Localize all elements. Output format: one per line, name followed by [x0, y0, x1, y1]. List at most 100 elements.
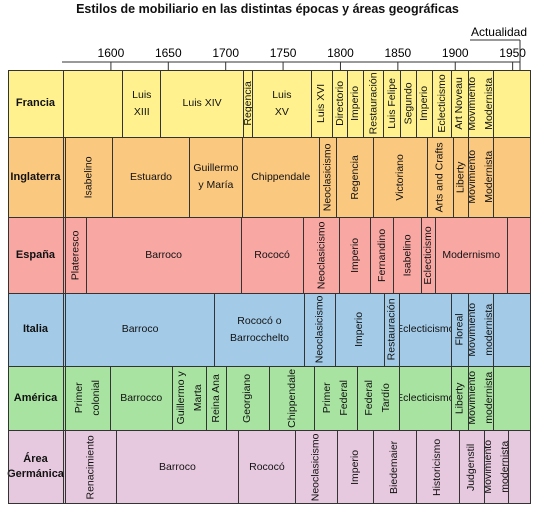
present-label: Actualidad	[471, 25, 527, 39]
style-period: Rococó o Barrocchelto	[214, 293, 304, 366]
style-period-label: Neoclasicismo	[313, 295, 326, 364]
style-period-label: Restauración	[385, 298, 398, 361]
style-period: Fernandino	[370, 217, 393, 293]
style-period: Luis XIV	[160, 70, 243, 137]
style-period-label: Modernismo	[442, 248, 501, 261]
style-period-label: Biedemaier	[388, 440, 401, 494]
style-period: Barroco	[85, 217, 241, 293]
style-period: Luis XIII	[122, 70, 160, 137]
style-period-label: Primer colonial	[73, 380, 102, 416]
style-period: Eclecticismo	[399, 366, 451, 430]
style-period: Luis XVI	[310, 70, 333, 137]
style-period-label: Movimiento modernista	[467, 302, 494, 357]
style-period: Renacimiento	[65, 430, 116, 504]
style-period-label: Luis XVI	[315, 83, 328, 124]
style-period: Barroco	[65, 293, 214, 366]
style-period: Guillermo y María	[188, 137, 242, 217]
style-period	[508, 430, 531, 504]
style-period: Chippendale	[241, 137, 319, 217]
style-period-label: Victoriano	[393, 153, 406, 201]
style-period-label: Guillermo y María	[193, 162, 239, 191]
style-period-label: Chippendale	[251, 170, 311, 183]
style-period: Segundo	[400, 70, 416, 137]
style-period: Arts and Crafts	[426, 137, 453, 217]
style-period: Judgenstil	[458, 430, 484, 504]
style-period: Liberty	[450, 366, 468, 430]
style-period: Imperio	[347, 70, 363, 137]
row-divider	[8, 137, 531, 138]
timeline-axis: 1600 1650 1700 1750 1800 1850 1900 1950 Actualid…	[62, 25, 527, 70]
style-period: Floreal	[450, 293, 468, 366]
style-period-label: Barroco	[145, 248, 182, 261]
style-period-label: Rococó o Barrocchelto	[229, 314, 289, 344]
style-period-label: Barroco	[159, 460, 196, 473]
style-period-label: Primer Federal	[320, 380, 350, 416]
style-period-label: Regencia	[242, 81, 253, 126]
style-period-label: Eclecticismo	[435, 74, 448, 133]
style-period: Luis XV	[252, 70, 311, 137]
style-period	[493, 366, 531, 430]
style-row: Italia Barroco Rococó o Barrocchelto Neoclas…	[8, 293, 531, 366]
style-period: Luis Felipe	[382, 70, 400, 137]
style-period-label: Luis XV	[272, 88, 292, 118]
style-period: Restauración	[384, 293, 399, 366]
style-period: Modernismo	[434, 217, 507, 293]
axis-tick-label: 1700	[212, 46, 239, 60]
style-period: Isabelino	[393, 217, 421, 293]
style-period-label: Imperio	[353, 311, 366, 347]
style-period	[493, 70, 531, 137]
style-period: Imperio	[339, 217, 370, 293]
style-row: Francia Luis XIII Luis XIV Regencia Luis XV Lui…	[8, 70, 531, 137]
style-period-label: Eclecticismo	[421, 225, 434, 285]
style-period: Victoriano	[372, 137, 427, 217]
style-period: Eclecticismo	[399, 293, 451, 366]
style-period: Isabelino	[65, 137, 112, 217]
style-row: Inglaterra Isabelino Estuardo Guillermo y Ma…	[8, 137, 531, 217]
style-period: Biedemaier	[372, 430, 417, 504]
axis-tick-label: 1850	[385, 46, 412, 60]
style-period-label: Luis XIV	[182, 97, 222, 110]
style-period: Barrocco	[109, 366, 172, 430]
style-period: Imperio	[337, 430, 373, 504]
row-divider	[8, 430, 531, 431]
row-label: Área Germánica	[7, 430, 64, 504]
style-period-label: Rococó	[254, 248, 290, 261]
style-period-label: Eclecticismo	[399, 323, 451, 336]
row-divider	[8, 217, 531, 218]
style-period-label: Movimiento Modernista	[467, 76, 494, 131]
style-period: Chippendale	[269, 366, 314, 430]
style-period-label: Imperio	[348, 237, 361, 273]
style-period-label: Movimiento Modernista	[467, 150, 494, 204]
style-period: Barroco	[115, 430, 239, 504]
row-label: Inglaterra	[8, 137, 64, 217]
style-period-label: Isabelino	[82, 155, 95, 199]
style-period: Directorio	[332, 70, 347, 137]
style-period	[493, 293, 531, 366]
style-period-label: Imperio	[418, 85, 431, 121]
style-period-label: Historicismo	[431, 438, 444, 496]
style-period: Movimiento modernista	[467, 366, 493, 430]
style-period-label: Neoclasicismo	[321, 143, 334, 211]
style-period: Primer Federal	[314, 366, 356, 430]
style-period-label: Art Noveau	[453, 77, 466, 130]
style-period: Guillermo y Marta	[171, 366, 206, 430]
style-period: Georgiano	[225, 366, 270, 430]
style-period: Federal Tardío	[356, 366, 399, 430]
style-period-label: Rococó	[249, 460, 285, 473]
axis-tick-label: 1900	[442, 46, 469, 60]
style-period-label: Imperio	[349, 85, 362, 121]
style-period-label: Neoclasicismo	[315, 221, 328, 289]
style-period-label: Luis XIII	[132, 88, 152, 118]
style-period-label: Judgenstil	[465, 443, 478, 491]
axis-tick-label: 1800	[327, 46, 354, 60]
style-period: Rococó	[240, 217, 303, 293]
style-period: Movimiento modernista	[467, 293, 494, 366]
style-period-label: Chippendale	[285, 368, 298, 428]
style-period-label: Directorio	[333, 81, 346, 126]
style-period-label: Georgiano	[241, 373, 254, 423]
style-period-label: Liberty	[453, 382, 466, 414]
style-period-label: Floreal	[453, 313, 466, 346]
style-period: Neoclasicismo	[294, 430, 337, 504]
style-period: Plateresco	[65, 217, 86, 293]
style-period: Rococó	[238, 430, 294, 504]
